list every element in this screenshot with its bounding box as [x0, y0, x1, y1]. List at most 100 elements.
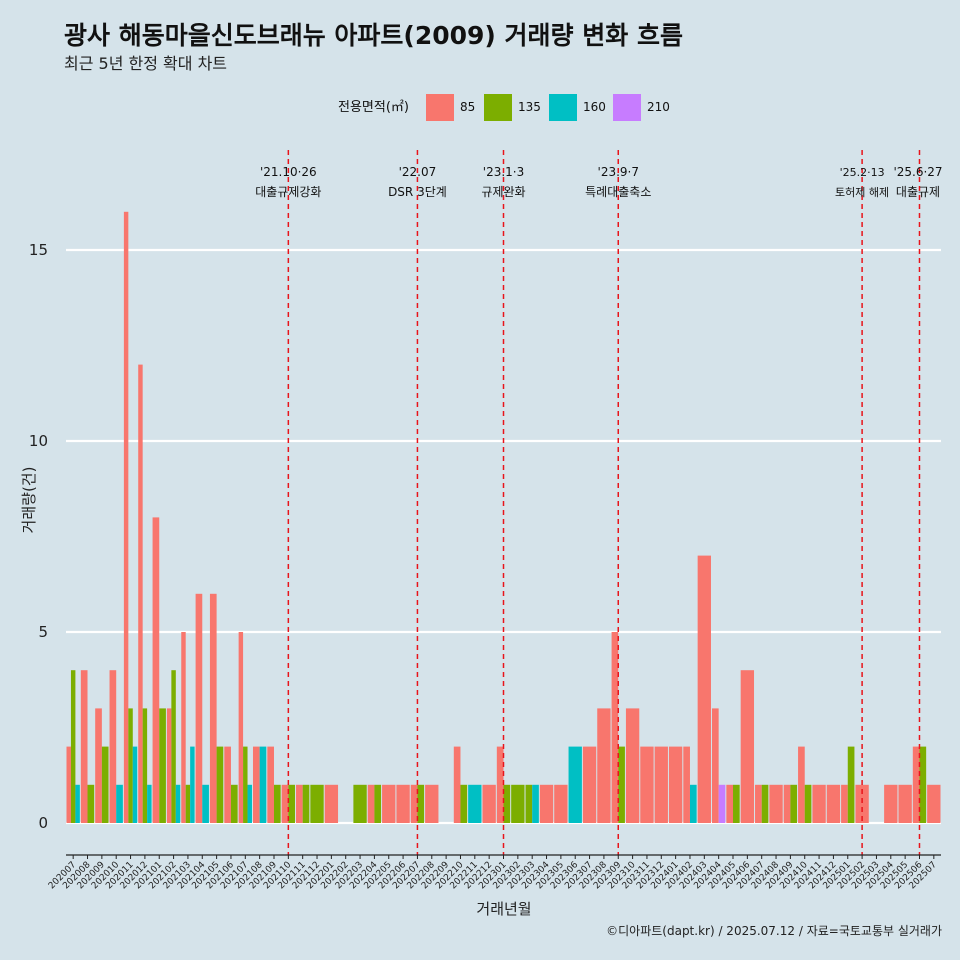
- bar: 202007 160: 1: [75, 784, 80, 823]
- legend-key: [484, 94, 512, 121]
- bar: 202301 135: 1: [503, 784, 511, 823]
- bar: 202412 85: 1: [826, 784, 841, 823]
- bar: 202506 135: 2: [919, 746, 927, 823]
- y-axis-label: 거래량(건): [20, 467, 38, 534]
- bar: 202401 85: 2: [668, 746, 683, 823]
- legend-label: 210: [647, 100, 670, 114]
- bar: 202112 135: 1: [310, 784, 324, 823]
- bar: 202106 85: 2: [224, 746, 231, 823]
- y-axis: 0 5 10 15: [29, 241, 48, 832]
- bar: 202406 85: 4: [740, 670, 755, 823]
- bar: 202104 85: 6: [195, 593, 203, 823]
- bar: 202008 135: 1: [87, 784, 95, 823]
- bar: 202309 135: 2: [618, 746, 625, 823]
- bar: 202407 85: 1: [755, 784, 762, 823]
- bar: 202308 85: 3: [597, 708, 611, 823]
- bar: 202207 85: 1: [410, 784, 418, 823]
- bar: 202103 135: 1: [185, 784, 191, 823]
- bar: 202304 85: 1: [539, 784, 554, 823]
- bar: 202410 85: 2: [798, 746, 805, 823]
- bar: 202408 85: 1: [769, 784, 783, 823]
- bar: 202206 85: 1: [396, 784, 410, 823]
- bar: 202103 160: 2: [190, 746, 195, 823]
- bar: 202404 85: 3: [711, 708, 719, 823]
- bar: 202109 135: 1: [273, 784, 281, 823]
- bar: 202011 135: 3: [128, 708, 133, 823]
- bar: 202106 135: 1: [230, 784, 238, 823]
- bar: 202008 85: 4: [80, 670, 88, 823]
- legend-key: [613, 94, 641, 121]
- bar: 202212 85: 1: [482, 784, 496, 823]
- bar: 202205 85: 1: [382, 784, 396, 823]
- bar: 202405 135: 1: [733, 784, 740, 823]
- chart-subtitle: 최근 5년 한정 확대 차트: [64, 54, 227, 73]
- bar: 202108 85: 2: [252, 746, 260, 823]
- bar: 202110 135: 1: [288, 784, 296, 823]
- y-tick-label: 0: [38, 814, 48, 832]
- bar: 202204 85: 1: [367, 784, 375, 823]
- bar: 202104 160: 1: [202, 784, 209, 823]
- event-label: 규제완화: [481, 185, 525, 199]
- bar: 202310 85: 3: [625, 708, 640, 823]
- bar: 202407 135: 1: [761, 784, 769, 823]
- bar: 202507 85: 1: [927, 784, 941, 823]
- bar: 202409 135: 1: [790, 784, 798, 823]
- event-label: 대출규제: [896, 185, 940, 199]
- bar: 202402 85: 2: [683, 746, 690, 823]
- bar: 202105 85: 6: [209, 593, 217, 823]
- legend-key: [549, 94, 577, 121]
- bar: 202107 85: 5: [238, 632, 244, 823]
- bar: 202303 135: 1: [525, 784, 533, 823]
- bar: 202009 85: 3: [95, 708, 102, 823]
- event-label: DSR 3단계: [388, 185, 447, 199]
- bar: 202207 135: 1: [417, 784, 425, 823]
- event-date: '25.2·13: [840, 166, 885, 179]
- bar: 202109 85: 2: [267, 746, 274, 823]
- bar: 202312 85: 2: [654, 746, 668, 823]
- legend: 전용면적(㎡) 85 135 160 210: [338, 94, 670, 121]
- bar: 202307 85: 2: [582, 746, 597, 823]
- bar: 202105 135: 2: [216, 746, 224, 823]
- bar: 202012 85: 12: [138, 364, 143, 823]
- bar: 202007 135: 4: [70, 670, 76, 823]
- bar: 202211 160: 1: [468, 784, 482, 823]
- chart-title: 광사 해동마을신도브래뉴 아파트(2009) 거래량 변화 흐름: [64, 21, 683, 50]
- event-date: '23.1·3: [483, 165, 524, 179]
- bar: 202305 85: 1: [554, 784, 568, 823]
- event-label: 토허제 해제: [835, 185, 889, 199]
- legend-label: 85: [460, 100, 475, 114]
- bar: 202210 85: 2: [453, 746, 461, 823]
- bar: 202302 135: 1: [511, 784, 525, 823]
- event-label: 대출규제강화: [255, 185, 321, 199]
- y-tick-label: 15: [29, 241, 48, 259]
- bar: 202102 85: 3: [166, 708, 172, 823]
- bar: 202107 135: 2: [243, 746, 248, 823]
- bar: 202405 85: 1: [726, 784, 734, 823]
- bar: 202010 85: 4: [109, 670, 117, 823]
- bar: 202505 85: 1: [898, 784, 912, 823]
- bar: 202009 135: 2: [101, 746, 109, 823]
- legend-title: 전용면적(㎡): [338, 100, 409, 115]
- bar: 202501 85: 1: [841, 784, 848, 823]
- bar: 202410 135: 1: [804, 784, 812, 823]
- bar: 202203 135: 1: [353, 784, 367, 823]
- bar: 202411 85: 1: [812, 784, 826, 823]
- bar: 202012 135: 3: [142, 708, 148, 823]
- y-tick-label: 10: [29, 432, 48, 450]
- bar: 202110 85: 1: [281, 784, 289, 823]
- legend-label: 160: [583, 100, 606, 114]
- x-axis-label: 거래년월: [476, 900, 531, 918]
- bar: 202501 135: 2: [847, 746, 855, 823]
- bar: 202303 160: 1: [532, 784, 539, 823]
- bar: 202309 85: 5: [611, 632, 619, 823]
- bar: 202101 135: 3: [159, 708, 166, 823]
- bar: 202007 85: 2: [66, 746, 71, 823]
- bar: 202502 85: 1: [855, 784, 869, 823]
- bar: 202108 160: 2: [259, 746, 267, 823]
- y-tick-label: 5: [38, 623, 48, 641]
- event-date: '22.07: [399, 165, 437, 179]
- bar: 202301 85: 2: [496, 746, 504, 823]
- x-axis: 2020072020082020092020102020112020122021…: [47, 854, 941, 891]
- bars-layer: 202007 85: 2202007 135: 4202007 160: 120…: [66, 211, 941, 824]
